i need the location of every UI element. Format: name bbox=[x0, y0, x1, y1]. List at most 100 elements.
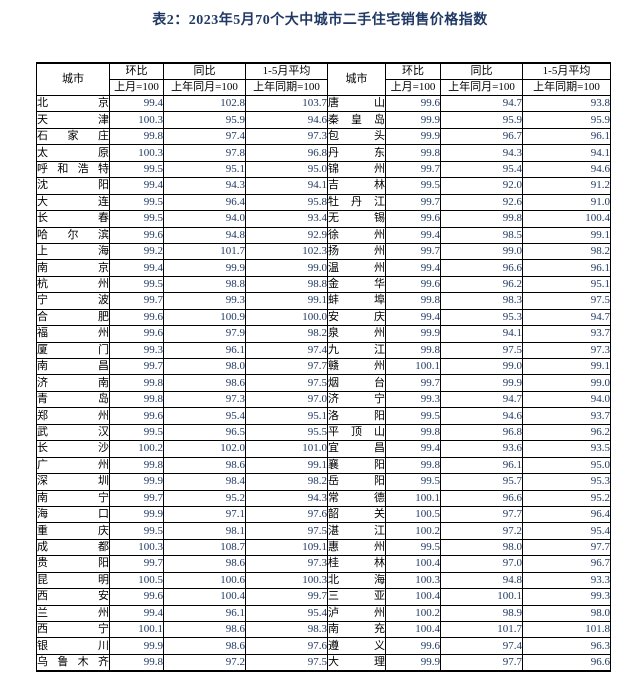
table-row: 海口 99.9 97.1 97.6 韶关 100.5 97.7 96.4 bbox=[36, 505, 611, 524]
avg-value-left: 92.9 bbox=[245, 226, 328, 244]
mom-value-left: 100.3 bbox=[109, 538, 164, 557]
mom-value-right: 99.6 bbox=[385, 94, 441, 113]
avg-value-left: 109.1 bbox=[245, 538, 328, 557]
avg-value-right: 94.0 bbox=[522, 390, 611, 409]
avg-value-right: 96.7 bbox=[522, 555, 611, 573]
city-cell-left: 西宁 bbox=[36, 620, 110, 639]
city-cell-left: 哈尔滨 bbox=[36, 226, 110, 244]
city-cell-left: 杭州 bbox=[36, 275, 110, 294]
table-row: 乌鲁木齐 99.8 97.2 97.5 大理 99.9 97.7 96.6 bbox=[36, 653, 611, 672]
yoy-value-left: 96.1 bbox=[163, 341, 246, 360]
avg-value-right: 98.0 bbox=[522, 604, 611, 623]
mom-value-left: 99.4 bbox=[109, 177, 164, 195]
table-row: 呼和浩特 99.5 95.1 95.0 锦州 99.7 95.4 94.6 bbox=[36, 160, 611, 179]
mom-base-right: 上月=100 bbox=[385, 79, 441, 96]
city-cell-left: 天津 bbox=[36, 111, 110, 129]
avg-value-right: 96.3 bbox=[522, 637, 611, 655]
yoy-value-left: 97.8 bbox=[163, 144, 246, 162]
city-cell-right: 九江 bbox=[327, 341, 386, 360]
yoy-value-right: 98.5 bbox=[440, 226, 523, 244]
city-cell-left: 合肥 bbox=[36, 308, 110, 327]
city-cell-right: 牡丹江 bbox=[327, 193, 386, 212]
mom-value-left: 99.2 bbox=[109, 242, 164, 261]
yoy-value-right: 97.7 bbox=[440, 505, 523, 524]
avg-header-right: 1-5月平均 bbox=[522, 62, 611, 80]
city-cell-right: 扬州 bbox=[327, 242, 386, 261]
table-row: 兰州 99.4 96.1 95.4 泸州 100.2 98.9 98.0 bbox=[36, 604, 611, 623]
yoy-value-left: 98.4 bbox=[163, 473, 246, 491]
yoy-value-left: 94.8 bbox=[163, 226, 246, 244]
yoy-value-right: 95.3 bbox=[440, 308, 523, 327]
avg-value-left: 97.5 bbox=[245, 653, 328, 672]
avg-value-left: 97.3 bbox=[245, 127, 328, 146]
mom-value-left: 100.3 bbox=[109, 111, 164, 129]
mom-value-left: 99.7 bbox=[109, 555, 164, 573]
avg-value-right: 100.4 bbox=[522, 210, 611, 228]
avg-value-right: 96.2 bbox=[522, 423, 611, 442]
city-cell-right: 锦州 bbox=[327, 160, 386, 179]
avg-value-right: 94.7 bbox=[522, 308, 611, 327]
mom-value-left: 99.9 bbox=[109, 505, 164, 524]
city-cell-right: 蚌埠 bbox=[327, 292, 386, 310]
yoy-header-left: 同比 bbox=[163, 62, 246, 80]
city-cell-left: 南京 bbox=[36, 259, 110, 277]
avg-value-right: 91.0 bbox=[522, 193, 611, 212]
yoy-value-left: 94.3 bbox=[163, 177, 246, 195]
yoy-value-left: 97.3 bbox=[163, 390, 246, 409]
city-cell-left: 大连 bbox=[36, 193, 110, 212]
mom-value-right: 100.3 bbox=[385, 571, 441, 590]
avg-value-right: 99.1 bbox=[522, 357, 611, 376]
mom-value-right: 99.4 bbox=[385, 259, 441, 277]
avg-value-left: 97.6 bbox=[245, 637, 328, 655]
city-cell-left: 上海 bbox=[36, 242, 110, 261]
avg-header-left: 1-5月平均 bbox=[245, 62, 328, 80]
mom-value-left: 100.5 bbox=[109, 571, 164, 590]
city-cell-right: 常德 bbox=[327, 489, 386, 507]
city-cell-right: 大理 bbox=[327, 653, 386, 672]
mom-value-right: 100.4 bbox=[385, 555, 441, 573]
table-row: 贵阳 99.7 98.6 97.3 桂林 100.4 97.0 96.7 bbox=[36, 555, 611, 573]
mom-value-right: 99.6 bbox=[385, 637, 441, 655]
city-cell-left: 成都 bbox=[36, 538, 110, 557]
avg-value-left: 99.1 bbox=[245, 456, 328, 475]
yoy-value-left: 98.1 bbox=[163, 522, 246, 540]
city-cell-right: 秦皇岛 bbox=[327, 111, 386, 129]
city-cell-right: 湛江 bbox=[327, 522, 386, 540]
city-cell-left: 昆明 bbox=[36, 571, 110, 590]
mom-value-right: 99.9 bbox=[385, 653, 441, 672]
yoy-value-left: 97.9 bbox=[163, 325, 246, 343]
mom-value-right: 99.4 bbox=[385, 308, 441, 327]
yoy-value-right: 99.8 bbox=[440, 210, 523, 228]
city-cell-left: 海口 bbox=[36, 505, 110, 524]
city-cell-left: 长春 bbox=[36, 210, 110, 228]
avg-value-left: 95.5 bbox=[245, 423, 328, 442]
avg-value-right: 97.7 bbox=[522, 538, 611, 557]
avg-value-left: 95.4 bbox=[245, 604, 328, 623]
yoy-value-left: 97.2 bbox=[163, 653, 246, 672]
mom-value-left: 99.6 bbox=[109, 325, 164, 343]
table-row: 深圳 99.9 98.4 98.2 岳阳 99.5 95.7 95.3 bbox=[36, 473, 611, 491]
avg-base-left: 上年同期=100 bbox=[245, 79, 328, 96]
table-row: 合肥 99.6 100.9 100.0 安庆 99.4 95.3 94.7 bbox=[36, 308, 611, 327]
city-cell-left: 兰州 bbox=[36, 604, 110, 623]
city-cell-left: 宁波 bbox=[36, 292, 110, 310]
mom-value-right: 99.8 bbox=[385, 456, 441, 475]
table-row: 济南 99.8 98.6 97.5 烟台 99.7 99.9 99.0 bbox=[36, 374, 611, 392]
avg-value-right: 99.1 bbox=[522, 226, 611, 244]
city-cell-right: 北海 bbox=[327, 571, 386, 590]
yoy-value-left: 95.9 bbox=[163, 111, 246, 129]
yoy-value-left: 98.0 bbox=[163, 357, 246, 376]
mom-value-right: 99.6 bbox=[385, 210, 441, 228]
avg-value-right: 94.6 bbox=[522, 160, 611, 179]
mom-value-left: 99.8 bbox=[109, 127, 164, 146]
avg-value-left: 99.1 bbox=[245, 292, 328, 310]
city-cell-right: 桂林 bbox=[327, 555, 386, 573]
mom-header-right: 环比 bbox=[385, 62, 441, 80]
avg-value-right: 99.0 bbox=[522, 374, 611, 392]
mom-value-right: 100.2 bbox=[385, 604, 441, 623]
city-cell-right: 无锡 bbox=[327, 210, 386, 228]
mom-value-left: 99.5 bbox=[109, 210, 164, 228]
mom-value-right: 99.6 bbox=[385, 275, 441, 294]
mom-value-right: 99.7 bbox=[385, 242, 441, 261]
city-cell-right: 遵义 bbox=[327, 637, 386, 655]
